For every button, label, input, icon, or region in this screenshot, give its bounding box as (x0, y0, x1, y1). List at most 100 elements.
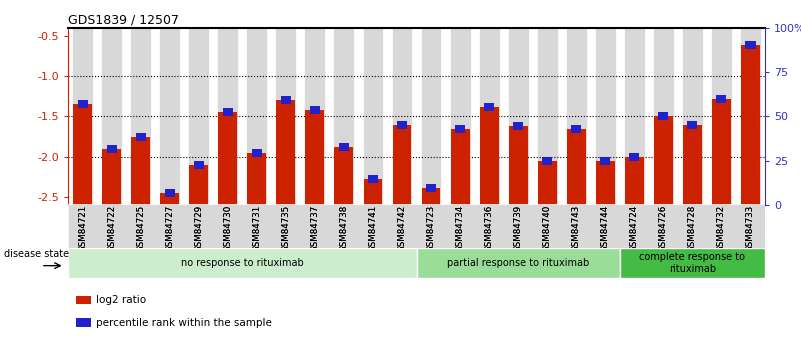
Bar (223, 108, 233, 116)
Text: GSM84721: GSM84721 (78, 205, 87, 252)
Text: GSM84736: GSM84736 (485, 205, 493, 252)
Bar (712, 99, 731, 205)
Text: GSM84722: GSM84722 (107, 205, 116, 252)
Bar (281, 96, 291, 104)
Bar (160, 28, 179, 205)
Bar (364, 179, 382, 205)
Text: GSM84742: GSM84742 (397, 205, 406, 252)
Bar (310, 106, 320, 114)
Text: GSM84732: GSM84732 (717, 205, 726, 252)
Bar (73, 28, 92, 205)
Text: GSM84724: GSM84724 (630, 205, 638, 252)
Text: GSM84739: GSM84739 (513, 205, 522, 252)
Text: GSM84735: GSM84735 (281, 205, 290, 252)
Text: GSM84742: GSM84742 (397, 205, 406, 252)
Bar (509, 28, 528, 205)
Bar (513, 122, 523, 130)
Bar (397, 120, 407, 128)
Text: GSM84730: GSM84730 (223, 205, 232, 252)
Bar (368, 176, 378, 184)
Text: GSM84743: GSM84743 (572, 205, 581, 252)
Text: GSM84729: GSM84729 (195, 205, 203, 252)
Bar (537, 161, 557, 205)
Text: GSM84729: GSM84729 (195, 205, 203, 252)
Text: GSM84721: GSM84721 (78, 205, 87, 252)
Text: GSM84734: GSM84734 (456, 205, 465, 252)
Bar (716, 95, 727, 103)
Bar (567, 129, 586, 205)
Text: GSM84733: GSM84733 (746, 205, 755, 252)
Bar (480, 107, 498, 205)
Bar (625, 157, 644, 205)
Bar (542, 157, 552, 165)
Bar (630, 153, 639, 161)
Bar (219, 28, 237, 205)
Bar (392, 28, 412, 205)
Text: GSM84744: GSM84744 (601, 205, 610, 252)
Text: GSM84722: GSM84722 (107, 205, 116, 252)
Bar (248, 153, 266, 205)
Text: GSM84723: GSM84723 (427, 205, 436, 252)
Bar (305, 110, 324, 205)
Text: GSM84727: GSM84727 (165, 205, 174, 252)
Bar (305, 28, 324, 205)
Bar (741, 28, 760, 205)
Text: GSM84738: GSM84738 (340, 205, 348, 252)
Bar (480, 28, 498, 205)
Bar (683, 125, 702, 205)
Bar (421, 28, 441, 205)
Text: percentile rank within the sample: percentile rank within the sample (96, 318, 272, 327)
Bar (135, 132, 146, 141)
Text: GSM84728: GSM84728 (688, 205, 697, 252)
Bar (571, 125, 582, 132)
Bar (417, 248, 620, 278)
Bar (567, 28, 586, 205)
Bar (131, 137, 150, 205)
Text: GSM84731: GSM84731 (252, 205, 261, 252)
Bar (103, 28, 121, 205)
Text: GSM84737: GSM84737 (311, 205, 320, 252)
Text: GSM84734: GSM84734 (456, 205, 465, 252)
Bar (600, 157, 610, 165)
Text: GSM84724: GSM84724 (630, 205, 638, 252)
Bar (509, 126, 528, 205)
Bar (335, 28, 353, 205)
Bar (451, 129, 469, 205)
Text: GSM84737: GSM84737 (311, 205, 320, 252)
Bar (276, 100, 296, 205)
Text: GSM84723: GSM84723 (427, 205, 436, 252)
Bar (537, 28, 557, 205)
Bar (654, 28, 673, 205)
Bar (687, 120, 698, 128)
Text: GSM84728: GSM84728 (688, 205, 697, 252)
Bar (712, 28, 731, 205)
Bar (219, 112, 237, 205)
Text: GSM84741: GSM84741 (368, 205, 377, 252)
Text: GSM84744: GSM84744 (601, 205, 610, 252)
Text: log2 ratio: log2 ratio (96, 295, 147, 305)
Bar (392, 125, 412, 205)
Bar (68, 248, 417, 278)
Bar (339, 143, 349, 151)
Text: GSM84732: GSM84732 (717, 205, 726, 252)
Bar (364, 28, 382, 205)
Text: disease state: disease state (4, 249, 69, 258)
Bar (189, 28, 208, 205)
Bar (107, 145, 117, 153)
Text: GSM84735: GSM84735 (281, 205, 290, 252)
Bar (426, 184, 436, 191)
Bar (73, 104, 92, 205)
Text: GSM84725: GSM84725 (136, 205, 145, 252)
Text: GSM84743: GSM84743 (572, 205, 581, 252)
Bar (741, 45, 760, 205)
Text: GSM84731: GSM84731 (252, 205, 261, 252)
Text: GSM84726: GSM84726 (659, 205, 668, 252)
Bar (78, 100, 87, 108)
Bar (484, 103, 494, 111)
Text: GSM84726: GSM84726 (659, 205, 668, 252)
Bar (335, 147, 353, 205)
Text: GSM84738: GSM84738 (340, 205, 348, 252)
Bar (165, 189, 175, 197)
Bar (189, 165, 208, 205)
Text: GSM84725: GSM84725 (136, 205, 145, 252)
